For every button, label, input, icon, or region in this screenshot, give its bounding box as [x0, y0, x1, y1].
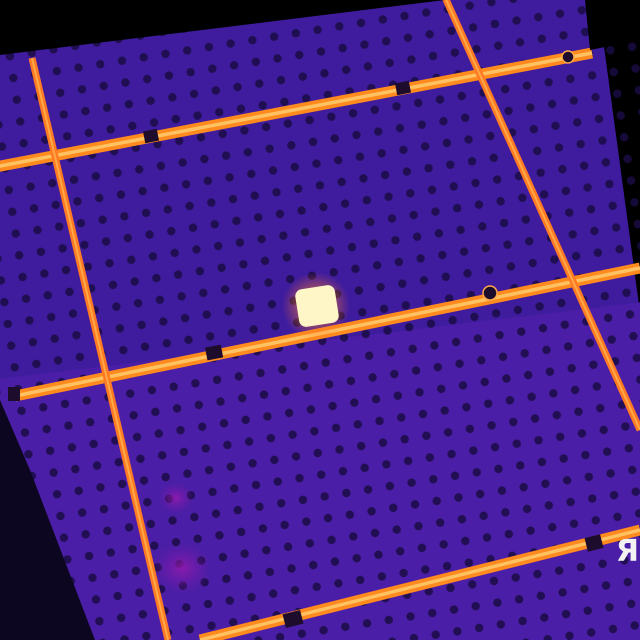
- warm-patch: [152, 542, 212, 594]
- clip-top-right: [585, 0, 640, 50]
- frame-clamp: [584, 534, 604, 552]
- clip-bottom-left: [0, 400, 95, 640]
- frame-clamp: [561, 50, 575, 64]
- frame-clamp: [282, 610, 304, 628]
- frame-clamp: [142, 128, 160, 144]
- clip-top-left: [0, 0, 445, 55]
- watermark-logo: Я: [615, 534, 639, 569]
- frame-clamp: [205, 344, 224, 361]
- frame-clamp: [394, 80, 412, 96]
- warm-patch: [158, 482, 194, 514]
- hotspot: [282, 272, 350, 340]
- frame-clamp: [8, 387, 20, 401]
- frame-clamp: [482, 285, 498, 301]
- hotspot-core: [295, 285, 339, 327]
